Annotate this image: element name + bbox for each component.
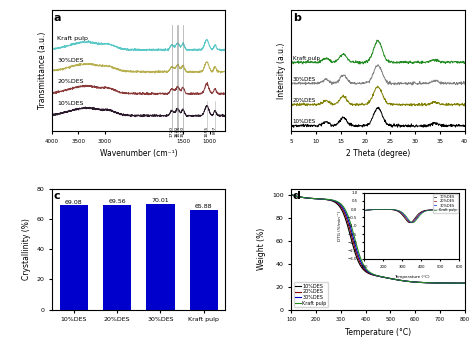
20%DES <box>288 193 294 197</box>
30%DES <box>462 281 467 285</box>
Text: 10%DES: 10%DES <box>57 101 84 106</box>
10%DES <box>371 273 376 277</box>
Kraft pulp <box>462 281 467 285</box>
Text: 30%DES: 30%DES <box>293 77 316 82</box>
Text: 65.88: 65.88 <box>195 204 212 209</box>
Legend: 10%DES, 20%DES, 30%DES, Kraft pulp: 10%DES, 20%DES, 30%DES, Kraft pulp <box>294 282 328 307</box>
20%DES <box>430 281 436 285</box>
Text: d: d <box>293 191 301 201</box>
Y-axis label: Crystallinity (%): Crystallinity (%) <box>22 218 31 280</box>
10%DES <box>372 273 377 278</box>
Y-axis label: Weight (%): Weight (%) <box>257 228 266 270</box>
Text: 69.56: 69.56 <box>108 199 126 204</box>
20%DES <box>392 277 397 281</box>
Text: 1055: 1055 <box>205 126 209 137</box>
Text: 30%DES: 30%DES <box>57 57 84 63</box>
Bar <box>190 210 218 310</box>
Y-axis label: Intensity (a.u.): Intensity (a.u.) <box>277 42 286 99</box>
20%DES <box>371 273 376 277</box>
Text: b: b <box>293 13 301 23</box>
Kraft pulp <box>382 276 388 280</box>
Kraft pulp <box>430 281 436 285</box>
Line: 20%DES: 20%DES <box>291 195 465 283</box>
Kraft pulp <box>288 193 294 197</box>
Kraft pulp <box>392 277 397 281</box>
10%DES <box>382 276 388 280</box>
Text: 20%DES: 20%DES <box>293 98 316 103</box>
30%DES <box>392 277 397 281</box>
Line: 30%DES: 30%DES <box>291 195 465 283</box>
Kraft pulp <box>457 281 463 285</box>
20%DES <box>457 281 463 285</box>
Text: 69.08: 69.08 <box>65 200 82 205</box>
Text: Kraft pulp: Kraft pulp <box>293 56 320 61</box>
30%DES <box>288 193 294 197</box>
20%DES <box>462 281 467 285</box>
Text: a: a <box>54 13 61 23</box>
Y-axis label: Transmittance (a.u.): Transmittance (a.u.) <box>37 32 46 109</box>
X-axis label: Wavenumber (cm⁻¹): Wavenumber (cm⁻¹) <box>100 149 178 158</box>
10%DES <box>392 277 397 281</box>
Line: 10%DES: 10%DES <box>291 195 465 283</box>
10%DES <box>288 193 294 197</box>
10%DES <box>462 281 467 285</box>
Text: 897: 897 <box>213 126 217 134</box>
Bar <box>103 205 131 310</box>
30%DES <box>430 281 436 285</box>
10%DES <box>430 281 436 285</box>
Text: 70.01: 70.01 <box>152 198 169 203</box>
30%DES <box>371 272 376 277</box>
30%DES <box>382 276 388 280</box>
Text: 1510: 1510 <box>181 126 185 137</box>
Text: 1630: 1630 <box>174 126 179 137</box>
10%DES <box>457 281 463 285</box>
Text: 1720: 1720 <box>170 126 174 137</box>
X-axis label: 2 Theta (degree): 2 Theta (degree) <box>346 149 410 158</box>
X-axis label: Temperature (°C): Temperature (°C) <box>345 328 411 337</box>
20%DES <box>382 276 388 280</box>
Kraft pulp <box>372 273 377 277</box>
Bar <box>146 204 174 310</box>
Text: c: c <box>54 191 61 201</box>
Text: Kraft pulp: Kraft pulp <box>57 35 88 41</box>
30%DES <box>372 273 377 277</box>
Text: 1595: 1595 <box>176 126 181 137</box>
Text: 10%DES: 10%DES <box>293 119 316 124</box>
Text: 20%DES: 20%DES <box>57 79 84 85</box>
Line: Kraft pulp: Kraft pulp <box>291 195 465 283</box>
20%DES <box>372 273 377 277</box>
Bar <box>60 205 88 310</box>
30%DES <box>457 281 463 285</box>
Kraft pulp <box>371 272 376 276</box>
